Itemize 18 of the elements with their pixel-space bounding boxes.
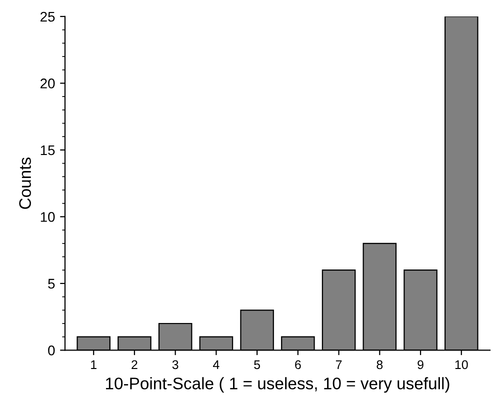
x-tick-label: 7 [336, 360, 342, 369]
x-tick-label: 1 [91, 360, 96, 369]
x-tick-label: 6 [295, 360, 301, 370]
y-tick-label: 5 [48, 278, 55, 289]
y-tick-label: 10 [40, 212, 55, 222]
y-tick-label: 15 [40, 145, 55, 156]
y-tick-label: 25 [40, 12, 55, 22]
y-tick-label: 20 [40, 78, 55, 88]
x-tick-label: 9 [418, 360, 424, 370]
x-tick-label: 8 [376, 360, 383, 370]
x-axis-title: 10-Point-Scale ( 1 = useless, 10 = very usefull) [106, 377, 450, 393]
x-tick-label: 10 [455, 360, 468, 370]
x-tick-label: 5 [254, 360, 260, 370]
x-tick-label: 3 [172, 360, 178, 370]
x-tick-label: 2 [132, 360, 138, 369]
y-tick-label: 0 [48, 346, 55, 356]
x-tick-label: 4 [213, 360, 220, 369]
y-axis-title: Counts [19, 158, 31, 209]
